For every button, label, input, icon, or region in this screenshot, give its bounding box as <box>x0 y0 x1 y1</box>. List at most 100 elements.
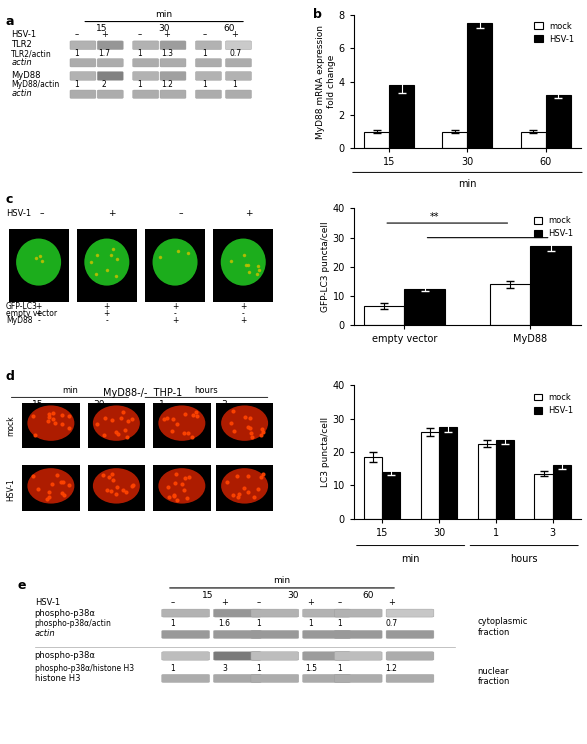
Bar <box>382 472 400 519</box>
Text: 0.7: 0.7 <box>229 49 241 58</box>
Text: -: - <box>106 316 108 325</box>
Text: 1.7: 1.7 <box>98 49 110 58</box>
Text: 1: 1 <box>170 664 175 673</box>
FancyBboxPatch shape <box>195 41 221 50</box>
Text: –: – <box>178 208 183 218</box>
FancyBboxPatch shape <box>133 41 158 50</box>
FancyBboxPatch shape <box>251 630 299 638</box>
FancyBboxPatch shape <box>335 630 382 638</box>
Text: 1: 1 <box>75 80 79 89</box>
Text: 1: 1 <box>257 620 261 629</box>
Text: 1: 1 <box>75 49 79 58</box>
Text: TLR2/actin: TLR2/actin <box>11 49 52 58</box>
Text: d: d <box>6 370 15 382</box>
Text: –: – <box>75 31 79 39</box>
Bar <box>521 132 546 148</box>
Text: –: – <box>39 208 43 218</box>
Ellipse shape <box>221 239 266 286</box>
Text: phospho-p38α: phospho-p38α <box>35 609 96 618</box>
Y-axis label: LC3 puncta/cell: LC3 puncta/cell <box>321 417 329 487</box>
FancyBboxPatch shape <box>160 71 186 80</box>
Text: +: + <box>308 598 314 607</box>
FancyBboxPatch shape <box>251 609 299 617</box>
Text: +: + <box>109 208 116 218</box>
Bar <box>443 132 467 148</box>
Text: 30: 30 <box>288 591 299 600</box>
FancyBboxPatch shape <box>386 652 434 660</box>
Ellipse shape <box>221 468 268 504</box>
Text: **: ** <box>430 211 440 222</box>
Text: 1: 1 <box>203 49 207 58</box>
Text: +: + <box>100 31 107 39</box>
Text: 60: 60 <box>363 591 374 600</box>
Y-axis label: MyD88 mRNA expression
fold change: MyD88 mRNA expression fold change <box>316 25 336 138</box>
FancyBboxPatch shape <box>162 675 210 682</box>
Text: -: - <box>37 316 40 325</box>
Text: HSV-1: HSV-1 <box>35 598 60 607</box>
Text: 1: 1 <box>308 620 313 629</box>
FancyBboxPatch shape <box>214 652 261 660</box>
FancyBboxPatch shape <box>195 90 221 98</box>
Text: hours: hours <box>194 385 218 395</box>
FancyBboxPatch shape <box>77 229 137 302</box>
FancyBboxPatch shape <box>386 675 434 682</box>
Text: +: + <box>240 302 247 311</box>
Bar <box>364 307 404 325</box>
Legend: mock, HSV-1: mock, HSV-1 <box>532 19 577 46</box>
Text: +: + <box>35 302 42 311</box>
FancyBboxPatch shape <box>225 59 251 67</box>
Text: nuclear
fraction: nuclear fraction <box>478 667 510 686</box>
FancyBboxPatch shape <box>97 59 123 67</box>
Text: –: – <box>171 598 175 607</box>
Text: +: + <box>232 31 238 39</box>
FancyBboxPatch shape <box>335 652 382 660</box>
Text: 1: 1 <box>158 400 164 409</box>
Text: +: + <box>240 316 247 325</box>
FancyBboxPatch shape <box>87 466 145 511</box>
FancyBboxPatch shape <box>386 609 434 617</box>
X-axis label: min: min <box>458 179 477 188</box>
Bar <box>389 85 414 148</box>
Bar <box>478 443 496 519</box>
Text: 1: 1 <box>170 620 175 629</box>
Text: +: + <box>104 302 110 311</box>
FancyBboxPatch shape <box>335 675 382 682</box>
FancyBboxPatch shape <box>303 675 350 682</box>
Bar <box>439 427 457 519</box>
Ellipse shape <box>85 239 129 286</box>
Bar <box>364 457 382 519</box>
FancyBboxPatch shape <box>87 403 145 448</box>
Text: 1: 1 <box>203 80 207 89</box>
FancyBboxPatch shape <box>251 675 299 682</box>
Ellipse shape <box>93 468 140 504</box>
Bar <box>531 246 571 325</box>
FancyBboxPatch shape <box>70 41 96 50</box>
FancyBboxPatch shape <box>216 466 274 511</box>
Text: min: min <box>274 576 291 585</box>
Text: 1.5: 1.5 <box>305 664 317 673</box>
FancyBboxPatch shape <box>133 71 158 80</box>
Y-axis label: GFP-LC3 puncta/cell: GFP-LC3 puncta/cell <box>321 222 329 312</box>
Text: empty vector: empty vector <box>6 309 57 318</box>
Text: 1: 1 <box>137 49 142 58</box>
Text: 1: 1 <box>137 80 142 89</box>
FancyBboxPatch shape <box>9 229 69 302</box>
Text: +: + <box>172 302 178 311</box>
Bar <box>467 23 492 148</box>
Text: c: c <box>6 193 14 206</box>
Ellipse shape <box>28 405 75 441</box>
Text: +: + <box>245 208 252 218</box>
FancyBboxPatch shape <box>160 59 186 67</box>
FancyBboxPatch shape <box>162 609 210 617</box>
Text: min: min <box>402 554 420 563</box>
Bar <box>546 95 571 148</box>
FancyBboxPatch shape <box>22 403 80 448</box>
Text: cytoplasmic
fraction: cytoplasmic fraction <box>478 618 528 637</box>
Legend: mock, HSV-1: mock, HSV-1 <box>530 390 577 418</box>
FancyBboxPatch shape <box>97 90 123 98</box>
FancyBboxPatch shape <box>70 90 96 98</box>
Ellipse shape <box>93 405 140 441</box>
Text: 3: 3 <box>221 400 227 409</box>
FancyBboxPatch shape <box>195 59 221 67</box>
FancyBboxPatch shape <box>162 652 210 660</box>
